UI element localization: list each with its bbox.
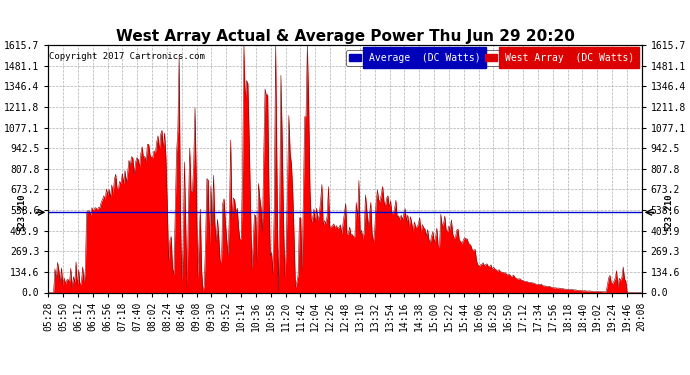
Text: Copyright 2017 Cartronics.com: Copyright 2017 Cartronics.com [50,53,206,62]
Title: West Array Actual & Average Power Thu Jun 29 20:20: West Array Actual & Average Power Thu Ju… [115,29,575,44]
Legend: Average  (DC Watts), West Array  (DC Watts): Average (DC Watts), West Array (DC Watts… [346,50,637,66]
Text: 523.210: 523.210 [664,194,673,231]
Text: 523.210: 523.210 [17,194,26,231]
